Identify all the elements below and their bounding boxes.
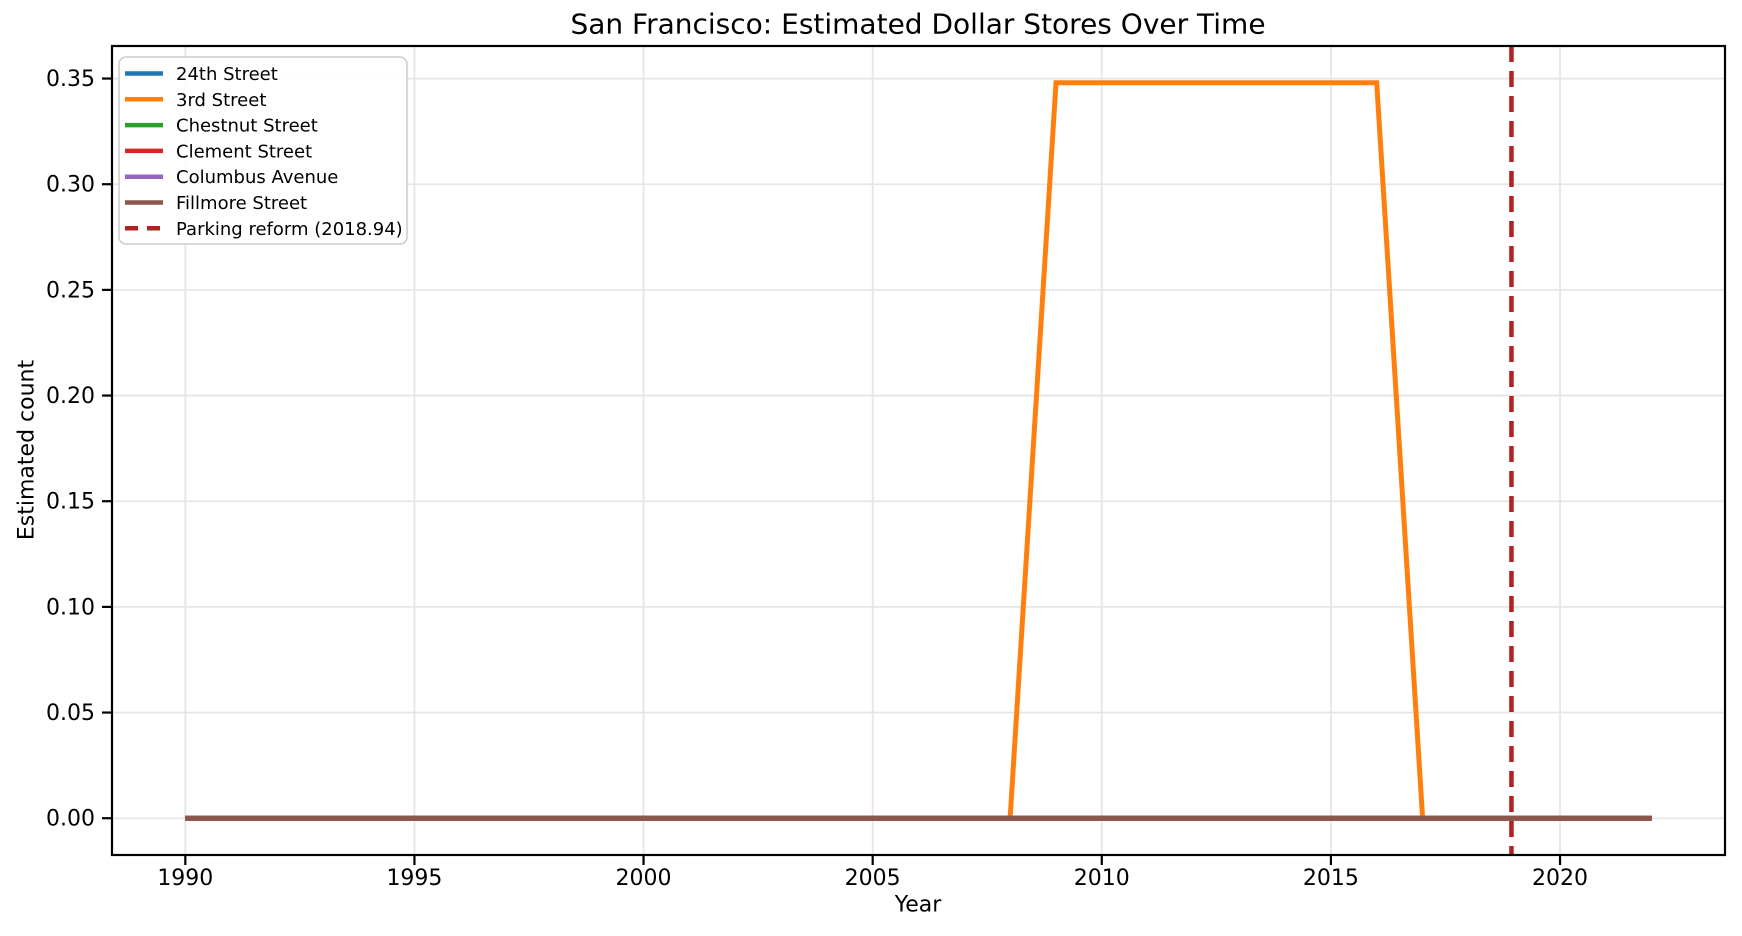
axes-spines: [110, 44, 1727, 857]
legend-item-parking-reform-2018-94: Parking reform (2018.94): [125, 219, 403, 240]
x-tick-label-2000: 2000: [616, 866, 672, 891]
legend-label-clement-street: Clement Street: [176, 141, 312, 162]
y-tick-label-0.15: 0.15: [46, 490, 95, 515]
legend-item-clement-street: Clement Street: [125, 141, 312, 162]
legend-label-3rd-street: 3rd Street: [176, 90, 266, 111]
x-tick-label-1990: 1990: [157, 866, 213, 891]
x-tick-label-2005: 2005: [845, 866, 901, 891]
y-tick-label-0.00: 0.00: [46, 807, 95, 832]
y-tick-label-0.20: 0.20: [46, 384, 95, 409]
legend: 24th Street 3rd Street Chestnut Street Clem…: [118, 56, 408, 245]
axis-tick-labels: 1990 1995 2000 2005 2010 2015 2020 0.00 0.05 0.10…: [46, 67, 1588, 891]
y-tick-label-0.25: 0.25: [46, 278, 95, 303]
x-tick-label-1995: 1995: [386, 866, 442, 891]
legend-item-3rd-street: 3rd Street: [125, 90, 266, 111]
x-axis-label: Year: [894, 892, 942, 918]
legend-item-24th-street: 24th Street: [125, 64, 278, 85]
chart-title: San Francisco: Estimated Dollar Stores O…: [570, 7, 1266, 41]
legend-label-chestnut-street: Chestnut Street: [176, 116, 318, 137]
y-tick-label-0.35: 0.35: [46, 67, 95, 92]
y-axis-label: Estimated count: [14, 359, 40, 541]
legend-label-fillmore-street: Fillmore Street: [176, 193, 307, 214]
gridlines: [112, 46, 1725, 855]
legend-label-parking-reform-2018-94: Parking reform (2018.94): [176, 219, 403, 240]
y-tick-label-0.30: 0.30: [46, 173, 95, 198]
x-tick-label-2015: 2015: [1303, 866, 1359, 891]
axis-ticks: [102, 77, 1562, 865]
legend-label-24th-street: 24th Street: [176, 64, 278, 85]
y-tick-label-0.10: 0.10: [46, 595, 95, 620]
legend-item-fillmore-street: Fillmore Street: [125, 193, 307, 214]
legend-label-columbus-avenue: Columbus Avenue: [176, 167, 338, 188]
legend-item-columbus-avenue: Columbus Avenue: [125, 167, 338, 188]
x-tick-label-2010: 2010: [1074, 866, 1130, 891]
legend-item-chestnut-street: Chestnut Street: [125, 116, 318, 137]
x-tick-label-2020: 2020: [1532, 866, 1588, 891]
y-tick-label-0.05: 0.05: [46, 701, 95, 726]
legend-box: [118, 56, 408, 245]
